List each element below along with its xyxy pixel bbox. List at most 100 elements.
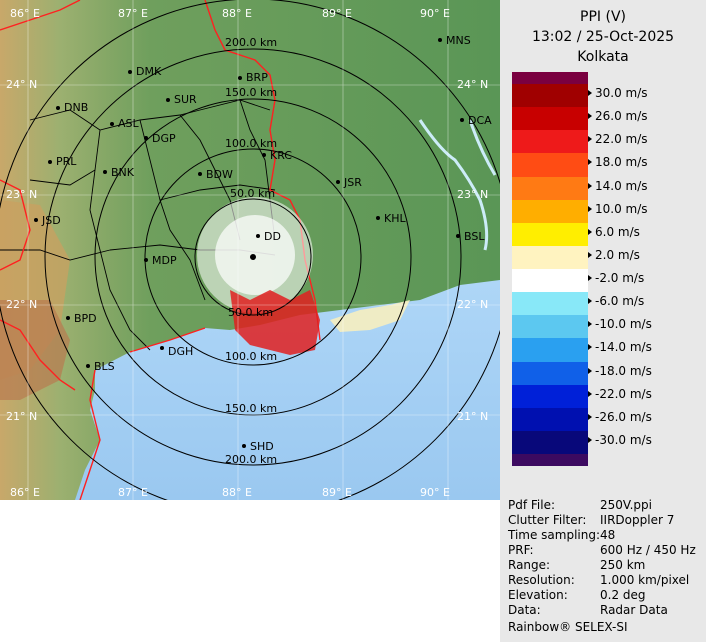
ring-label: 50.0 km <box>230 187 275 200</box>
color-scale <box>512 72 588 466</box>
ring-label: 150.0 km <box>225 86 277 99</box>
place-mdp: MDP <box>144 254 177 267</box>
info-value: 48 <box>600 528 616 542</box>
legend-swatch <box>512 245 588 270</box>
place-bsl: BSL <box>456 230 485 243</box>
info-key: Pdf File: <box>508 498 556 512</box>
info-row-sampling: Time sampling: 48 <box>508 528 706 543</box>
legend-swatch <box>512 222 588 247</box>
ring-label: 150.0 km <box>225 402 277 415</box>
legend-pointer-icon <box>588 205 592 212</box>
legend-label: 30.0 m/s <box>588 86 648 100</box>
place-sur: SUR <box>166 93 197 106</box>
longitude-labels-bottom: 86° E 87° E 88° E 89° E 90° E <box>10 486 450 499</box>
svg-text:KHL: KHL <box>384 212 406 225</box>
legend-label: 14.0 m/s <box>588 179 648 193</box>
place-markers: MNS DMK BRP DNB SUR ASL DCA DGP KRC PRL … <box>34 34 492 453</box>
svg-text:DCA: DCA <box>468 114 492 127</box>
info-key: Resolution: <box>508 573 575 587</box>
lat-label: 23° N <box>457 188 488 201</box>
legend-label-text: -2.0 m/s <box>595 271 645 285</box>
svg-text:MDP: MDP <box>152 254 177 267</box>
legend-label: -30.0 m/s <box>588 433 652 447</box>
info-key: Elevation: <box>508 588 568 602</box>
lon-label: 86° E <box>10 7 40 20</box>
info-row-elevation: Elevation: 0.2 deg <box>508 588 706 603</box>
info-value: 250V.ppi <box>600 498 652 512</box>
legend-swatch-bottom <box>512 454 588 466</box>
svg-text:DNB: DNB <box>64 101 88 114</box>
svg-text:BSL: BSL <box>464 230 485 243</box>
legend-swatch <box>512 407 588 432</box>
legend-pointer-icon <box>588 390 592 397</box>
legend-label-text: 30.0 m/s <box>595 86 648 100</box>
legend-label: -14.0 m/s <box>588 340 652 354</box>
place-krc: KRC <box>262 149 292 162</box>
place-dgh: DGH <box>160 345 193 358</box>
metadata-panel: Pdf File: 250V.ppi Clutter Filter: IIRDopp… <box>508 498 706 635</box>
legend-label-text: -18.0 m/s <box>595 363 652 378</box>
place-jsd: JSD <box>34 214 61 227</box>
legend-label-text: 2.0 m/s <box>595 247 640 262</box>
info-row-range: Range: 250 km <box>508 558 706 573</box>
bay-of-bengal <box>75 280 500 500</box>
station-title: Kolkata <box>577 49 629 65</box>
svg-text:SHD: SHD <box>250 440 274 453</box>
place-prl: PRL <box>48 155 77 168</box>
radar-site-marker <box>250 254 256 260</box>
legend-label: 18.0 m/s <box>588 155 648 169</box>
lat-label: 22° N <box>6 298 37 311</box>
legend-label-text: -30.0 m/s <box>595 432 652 447</box>
info-row-pdf: Pdf File: 250V.ppi <box>508 498 706 513</box>
legend-pointer-icon <box>588 228 592 235</box>
legend-panel: PPI (V) 13:02 / 25-Oct-2025 Kolkata 30.0… <box>500 0 706 642</box>
legend-swatch <box>512 130 588 154</box>
svg-text:DGH: DGH <box>168 345 193 358</box>
legend-label: -26.0 m/s <box>588 410 652 424</box>
lon-label: 88° E <box>222 7 252 20</box>
legend-pointer-icon <box>588 136 592 143</box>
legend-pointer-icon <box>588 413 592 420</box>
legend-pointer-icon <box>588 436 592 443</box>
place-dca: DCA <box>460 114 492 127</box>
svg-text:KRC: KRC <box>270 149 292 162</box>
legend-label-text: 22.0 m/s <box>595 132 648 147</box>
legend-pointer-icon <box>588 298 592 305</box>
legend-swatch <box>512 361 588 386</box>
info-key: Range: <box>508 558 551 572</box>
place-bnk: BNK <box>103 166 135 179</box>
place-dgp: DGP <box>144 132 176 145</box>
lon-label: 90° E <box>420 7 450 20</box>
legend-label-text: -26.0 m/s <box>595 409 652 424</box>
legend-label-text: -10.0 m/s <box>595 317 652 332</box>
info-value: 600 Hz / 450 Hz <box>600 543 696 557</box>
legend-label-text: 26.0 m/s <box>595 109 648 124</box>
place-dmk: DMK <box>128 65 162 78</box>
lat-label: 21° N <box>457 410 488 423</box>
svg-text:MNS: MNS <box>446 34 471 47</box>
lon-label: 88° E <box>222 486 252 499</box>
graticule <box>0 0 500 500</box>
legend-label: -22.0 m/s <box>588 387 652 401</box>
legend-label: 22.0 m/s <box>588 132 648 146</box>
svg-text:PRL: PRL <box>56 155 77 168</box>
svg-text:SUR: SUR <box>174 93 197 106</box>
longitude-labels-top: 86° E 87° E 88° E 89° E 90° E <box>10 7 450 20</box>
lon-label: 87° E <box>118 486 148 499</box>
svg-text:ASL: ASL <box>118 117 140 130</box>
info-row-resolution: Resolution: 1.000 km/pixel <box>508 573 706 588</box>
radar-map: 86° E 87° E 88° E 89° E 90° E 86° E 87° … <box>0 0 500 500</box>
datetime-title: 13:02 / 25-Oct-2025 <box>531 29 675 45</box>
legend-swatch <box>512 292 588 316</box>
svg-text:JSD: JSD <box>41 214 61 227</box>
legend-pointer-icon <box>588 113 592 120</box>
place-jsr: JSR <box>336 176 362 189</box>
svg-text:BRP: BRP <box>246 71 268 84</box>
latitude-labels: 24° N 23° N 22° N 21° N 24° N 23° N 22° … <box>6 78 488 423</box>
legend-label: -2.0 m/s <box>588 271 644 285</box>
info-value: IIRDoppler 7 <box>600 513 675 527</box>
legend-swatch <box>512 269 588 293</box>
lat-label: 21° N <box>6 410 37 423</box>
info-row-data: Data: Radar Data <box>508 603 706 618</box>
lon-label: 90° E <box>420 486 450 499</box>
